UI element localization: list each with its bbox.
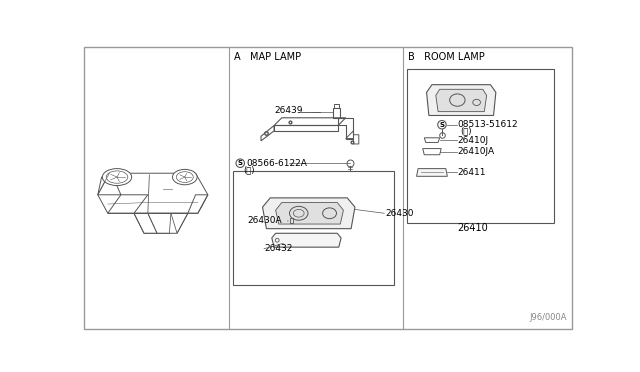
Polygon shape	[262, 198, 355, 229]
Text: 26430A: 26430A	[247, 217, 288, 225]
Text: A   MAP LAMP: A MAP LAMP	[234, 52, 301, 62]
Text: 26410J: 26410J	[458, 136, 488, 145]
Text: 26430: 26430	[385, 209, 413, 218]
Text: B   ROOM LAMP: B ROOM LAMP	[408, 52, 485, 62]
Polygon shape	[276, 202, 344, 224]
Text: S: S	[237, 160, 243, 166]
Text: (２): (２)	[243, 165, 255, 174]
Polygon shape	[427, 85, 496, 115]
Text: 26411: 26411	[458, 168, 486, 177]
Text: 26410: 26410	[458, 223, 488, 233]
Ellipse shape	[172, 169, 197, 185]
Text: J96/000A: J96/000A	[529, 313, 566, 322]
Ellipse shape	[102, 169, 132, 186]
Text: 26410JA: 26410JA	[458, 147, 495, 156]
Text: 26439: 26439	[274, 106, 303, 115]
Text: 26432: 26432	[264, 244, 292, 253]
Bar	[407, 69, 554, 223]
Polygon shape	[417, 169, 447, 176]
Text: 08513-51612: 08513-51612	[458, 120, 518, 129]
Bar	[232, 171, 394, 285]
Polygon shape	[272, 233, 341, 247]
Polygon shape	[436, 89, 486, 112]
Text: S: S	[440, 122, 444, 128]
Text: 08566-6122A: 08566-6122A	[246, 159, 307, 168]
Text: (２): (２)	[460, 126, 472, 135]
